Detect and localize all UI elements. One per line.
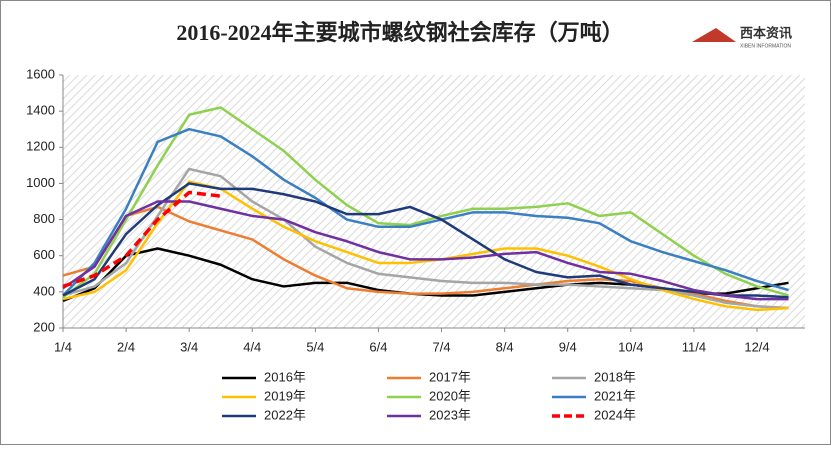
y-tick-label: 1600 <box>26 66 55 81</box>
x-tick-label: 3/4 <box>180 339 198 354</box>
series-line <box>62 127 789 297</box>
chart-title: 2016-2024年主要城市螺纹钢社会库存（万吨） <box>176 20 623 45</box>
x-tick-label: 7/4 <box>433 339 451 354</box>
legend-label: 2016年 <box>264 369 306 384</box>
y-tick-label: 400 <box>33 283 55 298</box>
y-tick-label: 1200 <box>26 139 55 154</box>
legend-label: 2018年 <box>594 369 636 384</box>
y-tick-label: 800 <box>33 211 55 226</box>
x-tick-label: 9/4 <box>559 339 577 354</box>
legend-label: 2022年 <box>264 407 306 422</box>
x-tick-label: 1/4 <box>54 339 72 354</box>
logo-name: 西本资讯 <box>740 25 792 40</box>
logo-subtitle: XIBEN INFORMATION <box>740 43 791 49</box>
x-tick-label: 12/4 <box>744 339 769 354</box>
legend-label: 2019年 <box>264 388 306 403</box>
x-tick-label: 8/4 <box>496 339 514 354</box>
series-line <box>62 106 789 299</box>
y-tick-label: 1000 <box>26 175 55 190</box>
x-tick-label: 11/4 <box>682 339 706 354</box>
series-line <box>62 200 789 301</box>
x-tick-label: 2/4 <box>117 339 135 354</box>
x-tick-label: 6/4 <box>369 339 387 354</box>
legend-label: 2023年 <box>429 407 471 422</box>
y-tick-label: 200 <box>33 319 55 334</box>
series-line <box>62 182 789 299</box>
legend-label: 2021年 <box>594 388 636 403</box>
y-tick-label: 1400 <box>26 103 55 118</box>
legend-label: 2020年 <box>429 388 471 403</box>
x-tick-label: 5/4 <box>306 339 324 354</box>
legend-label: 2024年 <box>594 407 636 422</box>
x-tick-label: 10/4 <box>618 339 643 354</box>
logo-icon <box>692 28 736 42</box>
legend-label: 2017年 <box>429 369 471 384</box>
x-tick-label: 4/4 <box>243 339 261 354</box>
y-tick-label: 600 <box>33 247 55 262</box>
